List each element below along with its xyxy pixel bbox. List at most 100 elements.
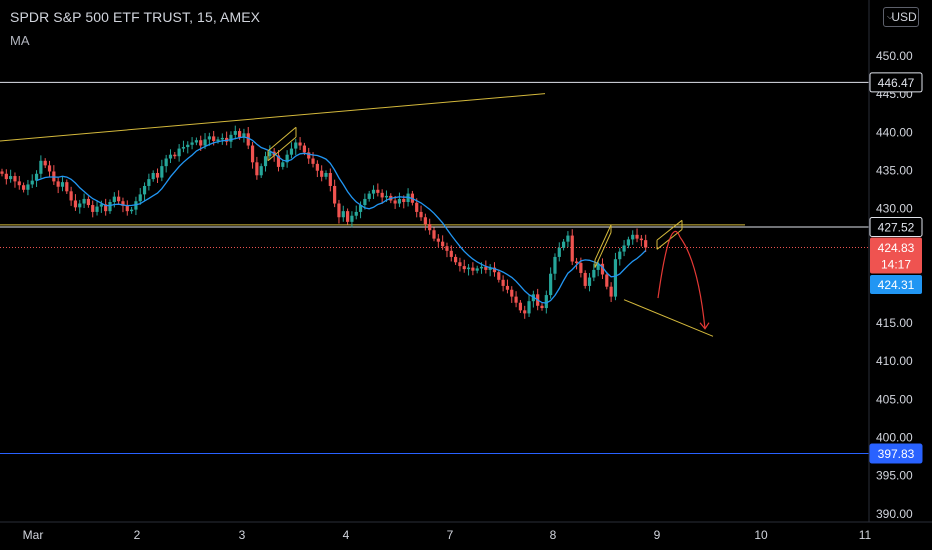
- flag-pattern[interactable]: [267, 126, 297, 162]
- time-axis[interactable]: Mar 2 3 4 7 8 9 10 11: [23, 528, 872, 542]
- time-tick-label: 4: [343, 528, 350, 542]
- candle: [626, 236, 630, 249]
- flag-upper-line[interactable]: [656, 219, 683, 241]
- candle: [544, 290, 548, 314]
- candle: [466, 264, 471, 276]
- candle-body: [333, 185, 337, 204]
- candle-body: [436, 238, 440, 242]
- candle-body: [220, 137, 224, 140]
- candle-body: [82, 198, 86, 204]
- candle-body: [549, 273, 553, 296]
- candle: [164, 154, 168, 173]
- candle-body: [186, 144, 190, 148]
- last-price-bg: [870, 237, 922, 274]
- candle: [462, 259, 466, 273]
- price-tick-label: 400.00: [876, 431, 913, 445]
- candle-body: [238, 131, 242, 138]
- currency-button[interactable]: ⌵ USD: [883, 7, 919, 27]
- candle-body: [350, 215, 354, 222]
- candle: [501, 275, 505, 292]
- rising-trendline[interactable]: [0, 93, 546, 142]
- candle-body: [263, 156, 268, 167]
- candle-body: [86, 198, 90, 206]
- candle-body: [609, 286, 613, 297]
- candle: [108, 199, 112, 214]
- candle-body: [39, 160, 43, 174]
- candle: [510, 286, 514, 303]
- candle-body: [492, 267, 497, 273]
- candle-body: [497, 272, 501, 280]
- candle: [259, 163, 263, 178]
- candle: [376, 183, 380, 197]
- candle-body: [618, 251, 622, 260]
- price-label-427: 427.52: [869, 217, 923, 238]
- candle-body: [173, 154, 177, 157]
- flag-upper-line[interactable]: [267, 126, 297, 152]
- candle: [436, 234, 440, 248]
- price-label-446: 446.47: [869, 72, 923, 93]
- candle: [130, 206, 134, 214]
- projection-down-curve[interactable]: [679, 236, 706, 329]
- candle-body: [596, 263, 600, 270]
- candle: [173, 152, 177, 159]
- candle-body: [212, 136, 216, 141]
- candle: [540, 303, 544, 311]
- candle-body: [449, 250, 453, 257]
- candle: [492, 262, 497, 277]
- candle-body: [30, 180, 34, 185]
- chevron-down-icon: ⌵: [887, 12, 894, 21]
- candle-body: [125, 205, 129, 212]
- candle: [250, 141, 255, 169]
- currency-label: USD: [891, 10, 917, 24]
- candle: [43, 158, 47, 169]
- candle: [95, 200, 99, 216]
- candle-body: [203, 139, 207, 146]
- flag-upper-line[interactable]: [594, 224, 612, 261]
- indicator-label[interactable]: MA: [10, 33, 30, 48]
- price-labels: 446.47 427.52 424.83 14:17 424.31 397.83: [869, 72, 923, 464]
- candle-body: [523, 310, 527, 314]
- last-price-text: 424.83: [878, 241, 915, 255]
- candle: [151, 170, 155, 182]
- projection-up-curve[interactable]: [657, 230, 681, 299]
- candle-body: [17, 181, 21, 186]
- candle: [583, 270, 587, 289]
- drawings[interactable]: [267, 126, 710, 330]
- candle-body: [587, 277, 592, 286]
- candle-body: [13, 176, 17, 182]
- falling-trendline[interactable]: [623, 299, 714, 337]
- candle-body: [294, 142, 298, 149]
- candle: [449, 245, 453, 262]
- candle-body: [164, 158, 168, 167]
- flag-lower-line[interactable]: [594, 232, 612, 268]
- price-axis[interactable]: 450.00445.00440.00435.00430.00425.00420.…: [876, 49, 913, 521]
- candle: [47, 160, 52, 177]
- candle-body: [78, 203, 82, 208]
- candle-body: [95, 206, 99, 212]
- candle-body: [371, 189, 376, 194]
- candle: [341, 205, 345, 222]
- candle: [475, 265, 479, 274]
- candle: [207, 132, 211, 146]
- candle-body: [302, 145, 306, 153]
- trendlines[interactable]: [0, 93, 745, 337]
- candle-body: [462, 266, 466, 270]
- horizontal-lines[interactable]: [0, 81, 869, 455]
- price-label-397-bg: [869, 443, 923, 464]
- candle-body: [510, 289, 514, 297]
- candle-body: [22, 185, 26, 190]
- candle-body: [268, 151, 272, 157]
- candle-body: [367, 193, 371, 199]
- candle: [574, 257, 579, 270]
- candle-body: [160, 166, 164, 178]
- candles: [0, 125, 648, 319]
- candle: [60, 176, 65, 192]
- time-tick-label: 11: [859, 528, 872, 542]
- flag-lower-line[interactable]: [267, 136, 297, 162]
- flag-pattern[interactable]: [594, 224, 612, 268]
- candle: [553, 253, 557, 281]
- candle-body: [168, 154, 173, 159]
- candle-body: [233, 131, 237, 135]
